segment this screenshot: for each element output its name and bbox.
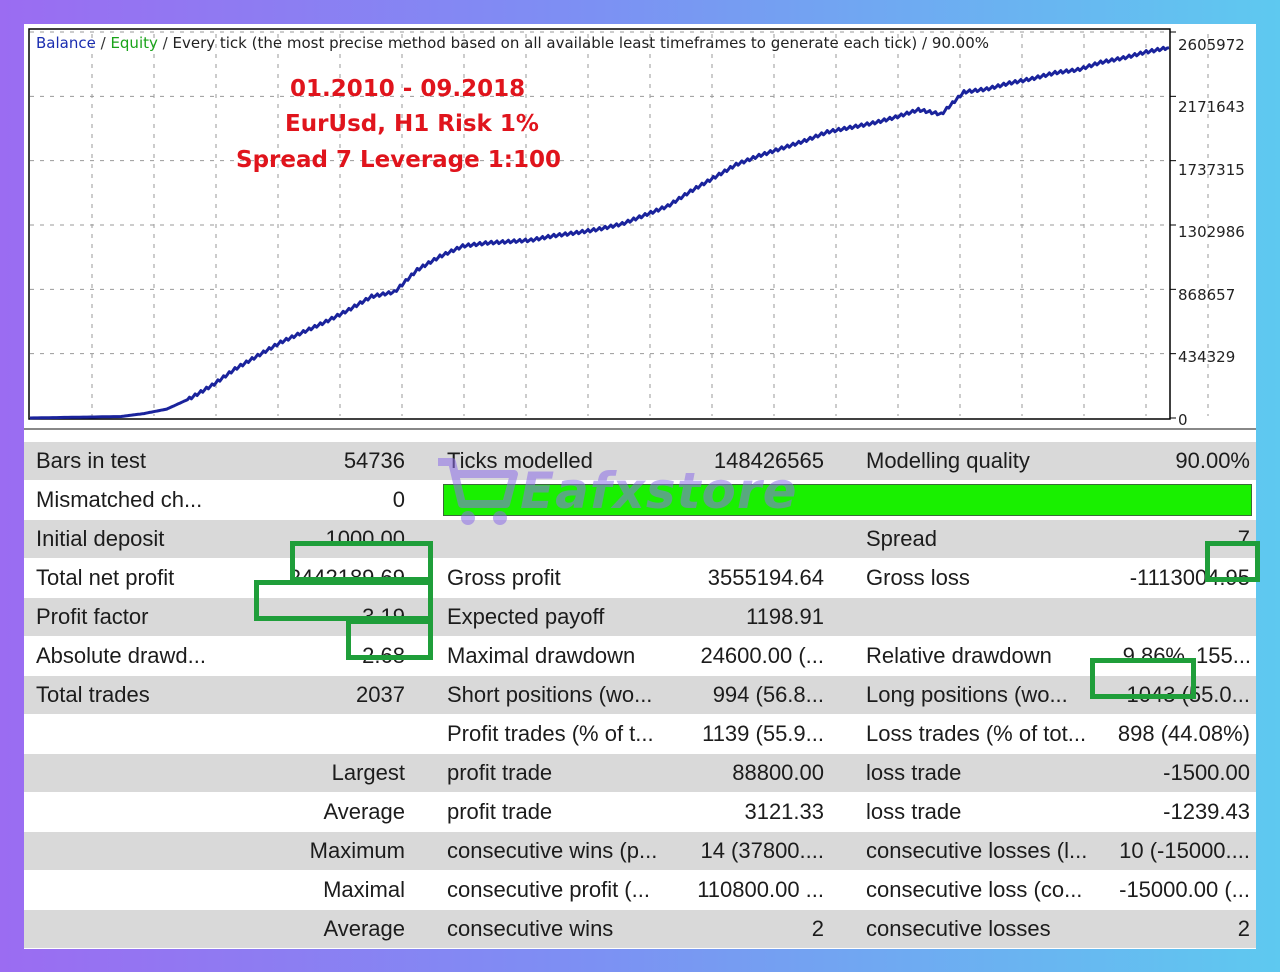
annotation-spread-leverage: Spread 7 Leverage 1:100	[236, 147, 561, 173]
balance-chart: Balance / Equity / Every tick (the most …	[24, 24, 1256, 432]
label-maximal-drawdown: Maximal drawdown	[447, 643, 636, 668]
value-ticks-modelled: 148426565	[713, 448, 824, 473]
annotation-period: 01.2010 - 09.2018	[290, 76, 526, 102]
plot-border	[28, 28, 1171, 420]
legend-description: Every tick (the most precise method base…	[172, 34, 990, 52]
strategy-tester-report: Balance / Equity / Every tick (the most …	[24, 24, 1260, 949]
label-max-consecutive-profit: consecutive profit (...	[447, 877, 650, 902]
value-largest-loss-trade: -1500.00	[1163, 760, 1250, 785]
label-absolute-drawdown: Absolute drawd...	[36, 643, 206, 668]
legend-balance: Balance	[36, 34, 96, 52]
value-average-profit-trade: 3121.33	[744, 799, 824, 824]
value-initial-deposit: 1000.00	[325, 526, 405, 551]
label-average-consecutive: Average	[323, 916, 405, 941]
value-max-consecutive-profit: 110800.00 ...	[697, 877, 824, 902]
label-ticks-modelled: Ticks modelled	[447, 448, 593, 473]
value-loss-trades: 898 (44.08%)	[1117, 721, 1250, 746]
y-tick-label: 2605972	[1178, 36, 1245, 54]
label-max-consecutive-wins: consecutive wins (p...	[447, 838, 658, 863]
label-average-profit-trade: profit trade	[447, 799, 553, 824]
annotation-symbol-risk: EurUsd, H1 Risk 1%	[285, 111, 539, 137]
value-average-loss-trade: -1239.43	[1163, 799, 1250, 824]
label-gross-loss: Gross loss	[866, 565, 970, 590]
table-row: Average consecutive wins 2 consecutive l…	[24, 910, 1256, 949]
label-bars-in-test: Bars in test	[36, 448, 147, 473]
y-tick-label: 2171643	[1178, 98, 1245, 116]
value-largest-profit-trade: 88800.00	[732, 760, 824, 785]
table-row: Maximal consecutive profit (... 110800.0…	[24, 871, 1256, 910]
legend-equity: Equity	[110, 34, 158, 52]
label-largest: Largest	[331, 760, 405, 785]
label-maximal: Maximal	[323, 877, 405, 902]
label-profit-factor: Profit factor	[36, 604, 149, 629]
label-average-consecutive-wins: consecutive wins	[447, 916, 614, 941]
label-long-positions: Long positions (wo...	[866, 682, 1068, 707]
label-maximum: Maximum	[309, 838, 405, 863]
table-row: Initial deposit 1000.00 Spread 7	[24, 520, 1256, 559]
label-spread: Spread	[866, 526, 937, 551]
value-short-positions: 994 (56.8...	[712, 682, 824, 707]
table-row: Total net profit 2442189.69 Gross profit…	[24, 559, 1256, 598]
label-total-trades: Total trades	[36, 682, 150, 707]
table-row: Absolute drawd... 2.68 Maximal drawdown …	[24, 637, 1256, 676]
value-expected-payoff: 1198.91	[746, 604, 824, 629]
y-tick-label: 434329	[1178, 348, 1236, 366]
value-max-consecutive-losses: 10 (-15000....	[1119, 838, 1250, 863]
table-row: Bars in test 54736 Ticks modelled 148426…	[24, 442, 1256, 481]
label-loss-trades: Loss trades (% of tot...	[866, 721, 1087, 746]
label-short-positions: Short positions (wo...	[447, 682, 653, 707]
label-average: Average	[323, 799, 405, 824]
value-maximal-drawdown: 24600.00 (...	[700, 643, 824, 668]
y-tick-label: 0	[1178, 411, 1188, 429]
highlight-spread	[1205, 541, 1260, 582]
label-average-consecutive-losses: consecutive losses	[866, 916, 1051, 941]
label-modelling-quality: Modelling quality	[866, 448, 1030, 473]
table-row: Mismatched ch... 0	[24, 481, 1256, 520]
value-bars-in-test: 54736	[343, 448, 405, 473]
modelling-quality-bar	[443, 484, 1252, 516]
value-total-trades: 2037	[356, 682, 405, 707]
table-row: Average profit trade 3121.33 loss trade …	[24, 793, 1256, 832]
value-average-consecutive-wins: 2	[811, 916, 824, 941]
value-modelling-quality: 90.00%	[1175, 448, 1250, 473]
chart-legend: Balance / Equity / Every tick (the most …	[36, 34, 990, 52]
label-gross-profit: Gross profit	[447, 565, 561, 590]
value-max-consecutive-wins: 14 (37800....	[700, 838, 824, 863]
label-relative-drawdown: Relative drawdown	[866, 643, 1052, 668]
table-row: Largest profit trade 88800.00 loss trade…	[24, 754, 1256, 793]
table-row: Profit factor 3.19 Expected payoff 1198.…	[24, 598, 1256, 637]
balance-series-line	[29, 45, 1170, 420]
label-mismatched-charts: Mismatched ch...	[36, 487, 203, 512]
y-tick-label: 1737315	[1178, 161, 1245, 179]
label-largest-loss-trade: loss trade	[866, 760, 962, 785]
table-row: Profit trades (% of t... 1139 (55.9... L…	[24, 715, 1256, 754]
value-relative-drawdown-amount: 155...	[1196, 643, 1252, 668]
value-average-consecutive-losses: 2	[1237, 916, 1250, 941]
label-total-net-profit: Total net profit	[36, 565, 175, 590]
chart-canvas	[24, 28, 1256, 430]
y-tick-label: 1302986	[1178, 223, 1245, 241]
value-relative-drawdown-percent: 9.86%	[1122, 643, 1185, 668]
value-max-consecutive-loss: -15000.00 (...	[1119, 877, 1250, 902]
y-tick-label: 868657	[1178, 286, 1236, 304]
label-expected-payoff: Expected payoff	[447, 604, 605, 629]
highlight-relative-drawdown	[1090, 658, 1196, 699]
label-largest-profit-trade: profit trade	[447, 760, 553, 785]
highlight-total-net-profit	[254, 580, 433, 621]
label-profit-trades: Profit trades (% of t...	[447, 721, 654, 746]
table-row: Total trades 2037 Short positions (wo...…	[24, 676, 1256, 715]
value-gross-profit: 3555194.64	[707, 565, 824, 590]
label-average-loss-trade: loss trade	[866, 799, 962, 824]
label-max-consecutive-losses: consecutive losses (l...	[866, 838, 1088, 863]
table-row: Maximum consecutive wins (p... 14 (37800…	[24, 832, 1256, 871]
highlight-initial-deposit	[290, 541, 433, 582]
highlight-profit-factor	[346, 619, 433, 660]
label-initial-deposit: Initial deposit	[36, 526, 165, 551]
label-max-consecutive-loss: consecutive loss (co...	[866, 877, 1083, 902]
value-mismatched-charts: 0	[392, 487, 405, 512]
value-profit-trades: 1139 (55.9...	[702, 721, 824, 746]
